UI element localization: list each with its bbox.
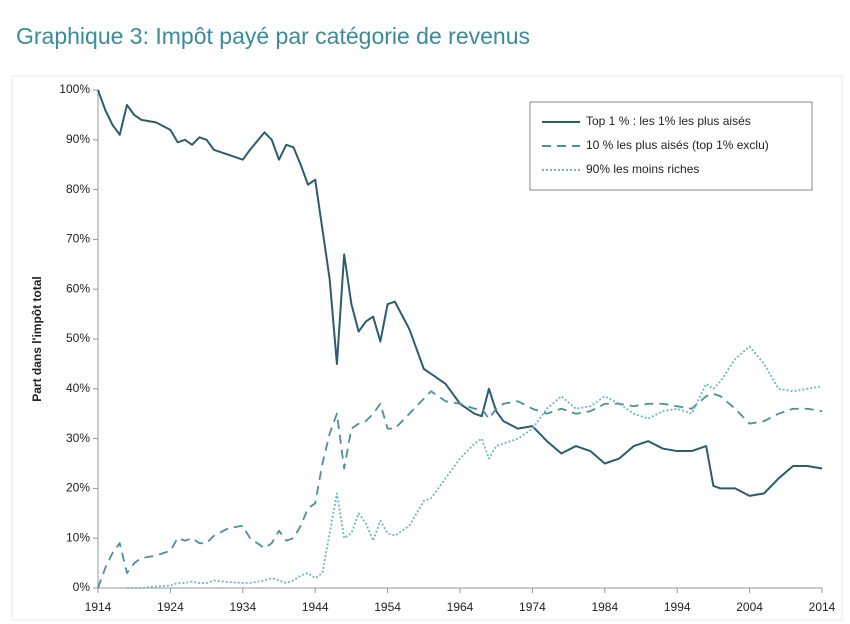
legend-label: Top 1 % : les 1% les plus aisés	[586, 114, 751, 128]
y-tick-label: 90%	[66, 132, 90, 146]
series-line	[126, 345, 823, 589]
y-tick-label: 10%	[66, 530, 90, 544]
y-tick-label: 40%	[66, 381, 90, 395]
series-line	[97, 390, 823, 589]
y-tick-label: 60%	[66, 281, 90, 295]
y-tick-label: 80%	[66, 182, 90, 196]
x-tick-label: 2014	[809, 600, 836, 614]
x-tick-label: 1994	[664, 600, 691, 614]
x-tick-label: 1974	[519, 600, 546, 614]
x-tick-label: 1984	[591, 600, 618, 614]
x-tick-label: 2004	[736, 600, 763, 614]
y-tick-label: 70%	[66, 232, 90, 246]
x-tick-label: 1944	[302, 600, 329, 614]
chart-title: Graphique 3: Impôt payé par catégorie de…	[16, 23, 530, 49]
x-tick-label: 1914	[85, 600, 112, 614]
y-tick-label: 50%	[66, 331, 90, 345]
y-tick-label: 0%	[73, 580, 91, 594]
y-tick-label: 20%	[66, 481, 90, 495]
x-tick-label: 1934	[229, 600, 256, 614]
y-axis-label: Part dans l'impôt total	[30, 276, 44, 402]
x-tick-label: 1954	[374, 600, 401, 614]
legend-label: 90% les moins riches	[586, 162, 699, 176]
y-tick-label: 100%	[59, 82, 90, 96]
x-tick-label: 1924	[157, 600, 184, 614]
x-tick-label: 1964	[447, 600, 474, 614]
y-tick-label: 30%	[66, 431, 90, 445]
series-line	[97, 89, 823, 497]
legend-label: 10 % les plus aisés (top 1% exclu)	[586, 138, 769, 152]
